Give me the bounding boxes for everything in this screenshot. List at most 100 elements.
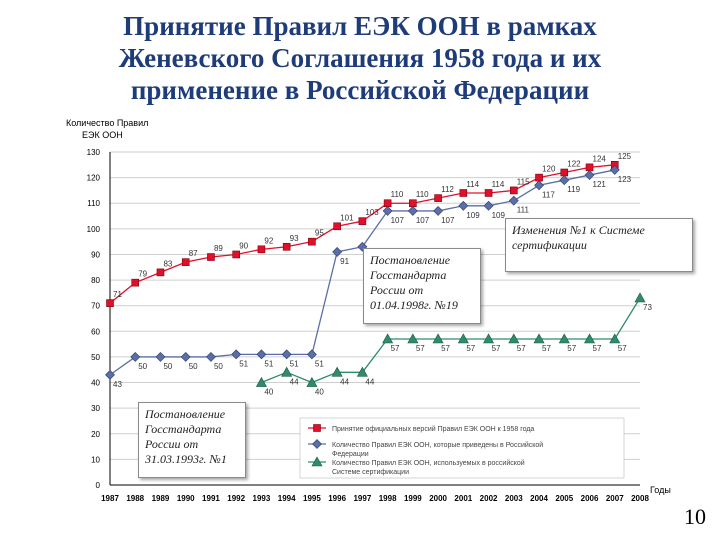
series-1-point: [560, 168, 569, 177]
series-3-data-label: 57: [517, 344, 526, 353]
series-2-data-label: 107: [416, 216, 430, 225]
series-2-data-label: 50: [214, 362, 223, 371]
series-2-point: [609, 165, 620, 175]
series-2-point: [508, 195, 519, 206]
series-2-point: [534, 180, 544, 191]
y-axis-label-line-1: Количество Правил: [66, 118, 148, 128]
series-1-data-label: 103: [365, 208, 379, 217]
y-tick-label: 0: [96, 481, 101, 490]
x-tick-label: 2002: [480, 494, 498, 503]
series-3-data-label: 57: [492, 344, 501, 353]
x-tick-label: 2004: [530, 494, 548, 503]
series-1-data-label: 90: [239, 241, 248, 250]
series-1-point: [585, 163, 594, 172]
series-2-point: [206, 351, 216, 362]
series-3-data-label: 57: [441, 344, 450, 353]
series-3-data-label: 57: [618, 344, 627, 353]
x-tick-label: 2001: [454, 494, 472, 503]
series-1-data-label: 92: [264, 236, 273, 245]
series-2-point: [407, 205, 418, 216]
series-1-data-label: 101: [340, 213, 354, 222]
series-1-data-label: 112: [441, 185, 454, 194]
callout-1998-decree: Постановление Госстандарта России от 01.…: [363, 248, 481, 324]
series-1-point: [383, 199, 392, 208]
series-2-data-label: 107: [441, 216, 455, 225]
series-1-point: [308, 237, 316, 246]
x-tick-label: 2003: [505, 494, 523, 503]
series-2-data-label: 51: [264, 359, 273, 368]
series-3-data-label: 40: [264, 388, 273, 397]
series-1-data-label: 93: [290, 234, 299, 243]
y-tick-label: 70: [91, 302, 100, 311]
series-2-data-label: 51: [290, 359, 299, 368]
y-tick-label: 50: [91, 353, 100, 362]
series-1-point: [510, 186, 518, 195]
series-2-data-label: 123: [618, 175, 632, 184]
legend-marker: [313, 424, 321, 432]
series-2-point: [281, 349, 292, 360]
legend-label: Количество Правил ЕЭК ООН, используемых …: [332, 459, 525, 467]
series-3-point: [609, 333, 621, 344]
series-1-point: [207, 253, 215, 261]
series-1-point: [434, 194, 442, 202]
series-3-data-label: 57: [466, 344, 475, 353]
series-1-point: [409, 199, 417, 208]
series-3-point: [584, 333, 596, 344]
series-1-point: [156, 268, 165, 277]
series-3-data-label: 44: [340, 377, 349, 386]
series-1-point: [459, 189, 468, 197]
series-3-data-label: 57: [593, 344, 602, 353]
series-3-point: [483, 333, 495, 344]
series-3-point: [306, 376, 318, 387]
series-1-data-label: 114: [466, 180, 479, 189]
legend-marker: [312, 439, 322, 449]
series-2-point: [382, 205, 393, 216]
series-2-data-label: 91: [340, 257, 349, 266]
series-1-data-label: 120: [542, 165, 556, 174]
series-2-data-label: 111: [517, 206, 530, 215]
x-tick-label: 1998: [379, 494, 397, 503]
series-3-data-label: 57: [391, 344, 400, 353]
series-1-point: [257, 245, 266, 254]
series-1-data-label: 95: [315, 229, 324, 238]
series-2-point: [584, 170, 595, 180]
series-1-data-label: 110: [416, 190, 429, 199]
series-3-point: [533, 333, 545, 344]
title-line-2: Женевского Соглашения 1958 года и их: [118, 43, 602, 73]
series-1-data-label: 110: [391, 190, 404, 199]
series-2-point: [130, 351, 141, 362]
series-2-point: [231, 349, 242, 360]
x-tick-label: 1995: [303, 494, 321, 503]
y-tick-label: 90: [91, 250, 100, 259]
series-1-data-label: 115: [517, 177, 530, 186]
series-3-point: [634, 292, 646, 303]
x-tick-label: 2006: [581, 494, 599, 503]
callout-1993-decree: Постановление Госстандарта России от 31.…: [138, 402, 246, 478]
y-tick-label: 40: [91, 379, 100, 388]
series-1-data-label: 89: [214, 244, 223, 253]
series-1-point: [333, 222, 341, 231]
x-tick-label: 2005: [555, 494, 573, 503]
series-3-data-label: 73: [643, 303, 652, 312]
x-tick-label: 2008: [631, 494, 649, 503]
series-3-data-label: 44: [365, 377, 374, 386]
series-3-point: [508, 333, 520, 344]
x-tick-label: 2000: [429, 494, 447, 503]
series-2-data-label: 107: [391, 216, 405, 225]
series-2-point: [483, 200, 494, 211]
x-tick-label: 1999: [404, 494, 422, 503]
series-1-data-label: 114: [492, 180, 505, 189]
y-tick-label: 80: [91, 276, 100, 285]
series-2-data-label: 43: [113, 380, 122, 389]
title-line-3: применение в Российской Федерации: [130, 75, 590, 105]
y-tick-label: 20: [91, 430, 100, 439]
series-3-data-label: 57: [416, 344, 425, 353]
series-1-data-label: 87: [189, 249, 198, 258]
series-3-data-label: 44: [290, 377, 299, 386]
y-tick-label: 130: [87, 148, 101, 157]
series-3-point: [407, 333, 419, 344]
series-3-point: [432, 333, 444, 344]
series-2-point: [180, 351, 191, 362]
legend-label: Федерации: [332, 451, 369, 458]
